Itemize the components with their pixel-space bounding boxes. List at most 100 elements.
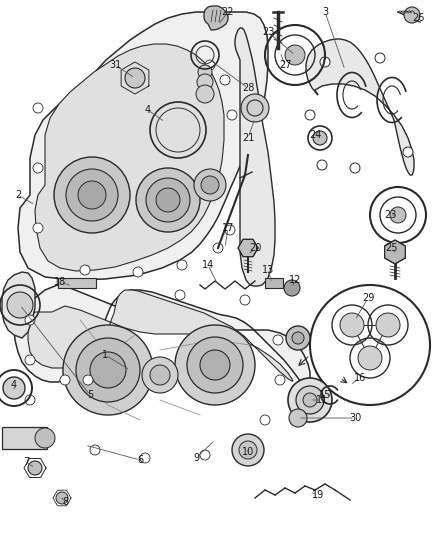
Circle shape [146, 178, 190, 222]
Circle shape [33, 103, 43, 113]
Circle shape [175, 325, 255, 405]
Circle shape [140, 453, 150, 463]
Circle shape [240, 295, 250, 305]
Text: 13: 13 [262, 265, 274, 275]
Polygon shape [14, 284, 310, 384]
Text: 29: 29 [362, 293, 374, 303]
Polygon shape [235, 28, 275, 286]
Circle shape [25, 315, 35, 325]
Circle shape [194, 169, 226, 201]
Circle shape [197, 74, 213, 90]
Circle shape [142, 357, 178, 393]
Text: 12: 12 [289, 275, 301, 285]
Bar [265, 278, 283, 288]
Circle shape [241, 94, 269, 122]
Circle shape [78, 181, 106, 209]
Circle shape [3, 377, 25, 399]
Circle shape [201, 176, 219, 194]
Polygon shape [306, 39, 414, 175]
Circle shape [125, 68, 145, 88]
Text: 18: 18 [54, 277, 66, 287]
Circle shape [28, 461, 42, 475]
Circle shape [66, 169, 118, 221]
Circle shape [196, 85, 214, 103]
Text: 20: 20 [249, 243, 261, 253]
Circle shape [25, 355, 35, 365]
Circle shape [320, 57, 330, 67]
Circle shape [76, 338, 140, 402]
Circle shape [289, 409, 307, 427]
Circle shape [136, 168, 200, 232]
Circle shape [175, 290, 185, 300]
Circle shape [56, 492, 68, 504]
Circle shape [317, 160, 327, 170]
Circle shape [80, 265, 90, 275]
Circle shape [187, 337, 243, 393]
Text: 3: 3 [322, 7, 328, 17]
Bar [58, 278, 96, 288]
Circle shape [225, 225, 235, 235]
Text: 28: 28 [242, 83, 254, 93]
Polygon shape [28, 290, 293, 381]
Circle shape [404, 7, 420, 23]
Circle shape [35, 428, 55, 448]
Circle shape [350, 163, 360, 173]
Circle shape [90, 445, 100, 455]
Circle shape [227, 110, 237, 120]
Text: 5: 5 [87, 390, 93, 400]
Circle shape [296, 386, 324, 414]
Circle shape [232, 434, 264, 466]
Text: 16: 16 [354, 373, 366, 383]
Circle shape [284, 280, 300, 296]
Text: 10: 10 [242, 447, 254, 457]
Circle shape [90, 352, 126, 388]
Circle shape [213, 243, 223, 253]
Text: 22: 22 [222, 7, 234, 17]
Circle shape [286, 326, 310, 350]
Circle shape [313, 131, 327, 145]
Circle shape [358, 346, 382, 370]
Circle shape [33, 163, 43, 173]
Text: 19: 19 [312, 490, 324, 500]
Text: 4: 4 [11, 380, 17, 390]
Circle shape [247, 100, 263, 116]
Text: 26: 26 [412, 13, 424, 23]
Text: 14: 14 [202, 260, 214, 270]
Text: 2: 2 [15, 190, 21, 200]
Text: 30: 30 [349, 413, 361, 423]
Text: 1: 1 [102, 350, 108, 360]
Text: 8: 8 [62, 497, 68, 507]
Text: 15: 15 [319, 390, 331, 400]
Text: 4: 4 [145, 105, 151, 115]
Circle shape [205, 60, 215, 70]
Circle shape [83, 375, 93, 385]
Polygon shape [238, 239, 258, 257]
Text: 9: 9 [193, 453, 199, 463]
Circle shape [292, 332, 304, 344]
Circle shape [63, 325, 153, 415]
Circle shape [376, 313, 400, 337]
Circle shape [177, 260, 187, 270]
Circle shape [273, 335, 283, 345]
Text: 27: 27 [279, 60, 291, 70]
Text: 11: 11 [316, 395, 328, 405]
Circle shape [7, 292, 33, 318]
Circle shape [375, 53, 385, 63]
FancyArrow shape [2, 427, 47, 449]
Circle shape [54, 157, 130, 233]
Circle shape [156, 188, 180, 212]
Circle shape [288, 378, 332, 422]
Circle shape [220, 75, 230, 85]
Circle shape [150, 365, 170, 385]
Polygon shape [35, 44, 224, 271]
Polygon shape [204, 6, 228, 30]
Text: 7: 7 [23, 457, 29, 467]
Circle shape [25, 395, 35, 405]
Text: 23: 23 [262, 27, 274, 37]
Circle shape [310, 285, 430, 405]
Text: 31: 31 [109, 60, 121, 70]
Circle shape [275, 375, 285, 385]
Circle shape [340, 313, 364, 337]
Text: 6: 6 [137, 455, 143, 465]
Circle shape [303, 393, 317, 407]
